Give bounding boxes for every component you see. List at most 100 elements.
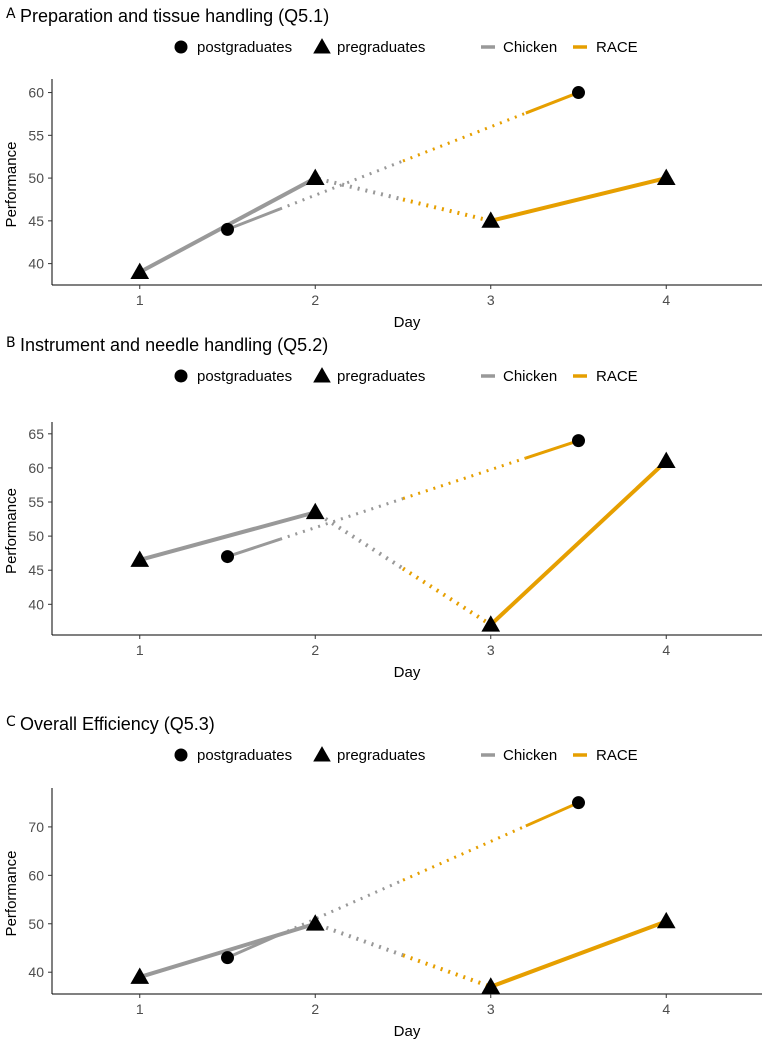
series-line-transition-chicken [318, 176, 404, 202]
legend-label-pregraduates: pregraduates [337, 368, 425, 385]
y-axis-title: Performance [3, 851, 20, 937]
legend-label-race: RACE [596, 368, 638, 385]
data-point-pregraduates [656, 451, 676, 468]
series-line-transition-chicken [317, 512, 405, 571]
series-line-race [490, 176, 667, 223]
data-point-pregraduates [656, 168, 676, 185]
legend-label-postgraduates: postgraduates [197, 747, 292, 764]
y-tick-label: 60 [28, 460, 44, 476]
panel-a: A Preparation and tissue handling (Q5.1) p… [3, 6, 762, 331]
series-pregraduates [139, 919, 667, 989]
legend-label-postgraduates: postgraduates [197, 368, 292, 385]
data-point-pregraduates [481, 211, 501, 228]
data-point-postgraduates [221, 222, 234, 236]
x-tick-label: 3 [487, 642, 495, 658]
data-point-pregraduates [305, 502, 325, 520]
data-point-postgraduates [572, 796, 585, 810]
series-line-race [525, 439, 579, 460]
x-tick-label: 3 [487, 1001, 495, 1017]
legend-label-chicken: Chicken [503, 39, 557, 56]
series-line-transition-race [401, 566, 489, 625]
y-tick-label: 50 [28, 528, 44, 544]
legend-label-pregraduates: pregraduates [337, 39, 425, 56]
x-axis-title: Day [394, 664, 421, 681]
series-line-transition-race [402, 111, 527, 163]
y-tick-label: 65 [28, 426, 44, 442]
y-tick-label: 60 [28, 85, 44, 101]
x-tick-label: 4 [662, 292, 670, 308]
y-tick-label: 50 [28, 916, 44, 932]
y-tick-label: 55 [28, 127, 44, 143]
series-postgraduates [226, 91, 580, 231]
series-line-race [490, 919, 667, 989]
panel-title: Overall Efficiency (Q5.3) [20, 714, 215, 734]
legend: postgraduates pregraduates Chicken RACE [174, 367, 638, 385]
x-tick-label: 3 [487, 292, 495, 308]
panel-letter: B [6, 335, 16, 351]
legend-label-pregraduates: pregraduates [337, 747, 425, 764]
y-tick-label: 40 [28, 964, 44, 980]
series-line-transition-race [402, 953, 488, 988]
series-line-race [489, 459, 668, 627]
y-axis-title: Performance [3, 142, 20, 228]
legend-circle-marker [174, 40, 188, 54]
x-tick-label: 1 [136, 292, 144, 308]
legend-triangle-marker [313, 367, 331, 383]
series-line-race [525, 91, 580, 115]
y-tick-label: 60 [28, 867, 44, 883]
series-line-race [525, 801, 580, 828]
series-line-chicken [139, 510, 316, 562]
series-line-chicken [226, 207, 281, 231]
series-pregraduates [138, 176, 667, 274]
series-line-transition-race [402, 456, 527, 501]
legend-label-chicken: Chicken [503, 747, 557, 764]
series-line-chicken [139, 921, 316, 979]
data-point-pregraduates [656, 911, 676, 929]
data-point-pregraduates [481, 977, 501, 994]
legend-label-race: RACE [596, 747, 638, 764]
x-axis-title: Day [394, 1023, 421, 1040]
legend-label-postgraduates: postgraduates [197, 39, 292, 56]
x-tick-label: 1 [136, 1001, 144, 1017]
data-point-postgraduates [221, 951, 234, 965]
panel-title: Preparation and tissue handling (Q5.1) [20, 6, 329, 26]
series-line-chicken [227, 537, 281, 558]
series-line-transition-chicken [279, 497, 404, 541]
y-tick-label: 40 [28, 256, 44, 272]
data-point-postgraduates [572, 434, 585, 448]
panel-b: B Instrument and needle handling (Q5.2) po… [3, 335, 762, 681]
y-tick-label: 55 [28, 494, 44, 510]
y-axis-title: Performance [3, 488, 20, 574]
series-postgraduates [227, 439, 579, 558]
legend-circle-marker [174, 748, 188, 762]
y-tick-label: 40 [28, 596, 44, 612]
data-point-pregraduates [130, 967, 150, 984]
data-point-pregraduates [130, 262, 150, 280]
x-axis-title: Day [394, 314, 421, 331]
series-line-transition-chicken [318, 923, 404, 958]
legend-triangle-marker [313, 38, 331, 54]
series-pregraduates [139, 459, 668, 627]
legend: postgraduates pregraduates Chicken RACE [174, 38, 638, 56]
legend-triangle-marker [313, 746, 331, 762]
legend: postgraduates pregraduates Chicken RACE [174, 746, 638, 764]
legend-label-chicken: Chicken [503, 368, 557, 385]
x-tick-label: 2 [311, 292, 319, 308]
data-point-postgraduates [572, 86, 585, 100]
legend-label-race: RACE [596, 39, 638, 56]
y-tick-label: 50 [28, 170, 44, 186]
data-point-pregraduates [305, 168, 325, 185]
data-point-pregraduates [130, 550, 150, 567]
data-point-pregraduates [305, 914, 325, 931]
y-tick-label: 45 [28, 562, 44, 578]
x-tick-label: 2 [311, 1001, 319, 1017]
x-tick-label: 4 [662, 642, 670, 658]
y-tick-label: 45 [28, 213, 44, 229]
x-tick-label: 1 [136, 642, 144, 658]
series-line-transition-chicken [279, 159, 404, 211]
legend-circle-marker [174, 369, 188, 383]
series-line-transition-chicken [279, 878, 404, 936]
panel-letter: A [6, 6, 16, 22]
data-point-pregraduates [481, 615, 501, 632]
